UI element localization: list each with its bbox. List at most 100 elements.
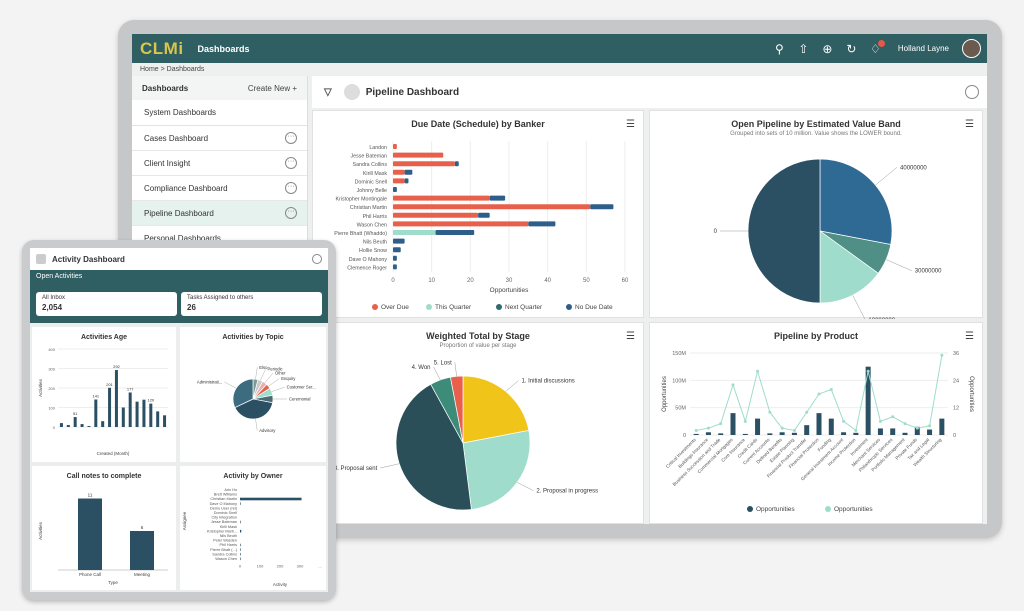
- axis-label: Activity: [273, 582, 288, 587]
- menu-icon[interactable]: ☰: [965, 119, 974, 130]
- sidebar-item-client-insight[interactable]: Client Insight ···: [132, 151, 307, 176]
- tile-tasks-assigned[interactable]: Tasks Assigned to others 26: [181, 292, 322, 316]
- slice-label: 3. Proposal sent: [334, 466, 378, 472]
- more-options-icon[interactable]: [312, 254, 322, 264]
- bar: [914, 426, 920, 435]
- chart-title: Activities Age: [80, 334, 128, 341]
- owner-label: Brett Williams: [214, 493, 237, 497]
- bar: [435, 230, 475, 235]
- menu-icon[interactable]: ☰: [626, 119, 635, 130]
- tile-label: All Inbox: [42, 295, 66, 301]
- banker-label: Kirill Mask: [363, 171, 387, 177]
- bar: [108, 387, 112, 427]
- banker-label: Landon: [369, 145, 387, 151]
- bell-icon[interactable]: ♢: [868, 39, 885, 56]
- line-point: [756, 369, 760, 373]
- leader-line: [885, 259, 912, 271]
- slice-label: Other: [275, 371, 286, 376]
- user-name[interactable]: Holland Layne: [897, 44, 949, 53]
- search-icon[interactable]: ⚲: [774, 41, 784, 56]
- upload-icon[interactable]: ⇧: [798, 41, 809, 56]
- line-point: [940, 353, 944, 357]
- bar: [877, 428, 883, 435]
- more-options-icon[interactable]: [965, 85, 979, 99]
- more-options-icon[interactable]: ···: [285, 132, 297, 144]
- tick-label: 200: [48, 386, 55, 391]
- tick-label: 24: [953, 378, 959, 384]
- leader-line: [517, 482, 534, 491]
- bar: [135, 401, 139, 427]
- bar: [489, 195, 506, 201]
- bar: [828, 418, 834, 435]
- bar: [87, 426, 91, 427]
- bar: [393, 221, 529, 227]
- app-logo[interactable]: CLMi: [140, 38, 184, 58]
- data-label: 120: [147, 398, 154, 403]
- bar: [779, 432, 785, 435]
- app-screen: CLMi Dashboards ⚲ ⇧ ⊕ ↻ ♢ Holland Layne …: [132, 34, 987, 524]
- slice-label: 2. Proposal in progress: [536, 489, 598, 495]
- sidebar-item-compliance[interactable]: Compliance Dashboard ···: [132, 176, 307, 201]
- tick-label: 20: [467, 278, 474, 284]
- dashboard-icon: [36, 254, 46, 264]
- tick-label: 12: [953, 406, 959, 412]
- avatar[interactable]: [962, 39, 981, 58]
- chart-title: Activity by Owner: [223, 473, 283, 480]
- bar: [393, 264, 397, 270]
- breadcrumb[interactable]: Home > Dashboards: [140, 66, 205, 73]
- plus-circle-icon[interactable]: ⊕: [822, 41, 833, 56]
- bar: [240, 497, 302, 501]
- owner-label: Kristopher Marti...: [207, 529, 237, 533]
- activities-age-chart: 0 100 200 300 400 Activities 51 141 201 292 177 120…: [38, 347, 168, 456]
- data-label: 51: [73, 411, 78, 416]
- sidebar-item-pipeline[interactable]: Pipeline Dashboard ···: [132, 201, 307, 226]
- legend-label: Opportunities: [756, 506, 795, 513]
- leader-line: [224, 381, 237, 389]
- menu-icon[interactable]: ☰: [626, 331, 635, 342]
- chart-title: Call notes to complete: [66, 473, 142, 480]
- banker-label: Kristopher Montingale: [335, 197, 387, 203]
- banker-label: Sandra Collins: [353, 162, 388, 168]
- slice-label: 10000000: [868, 318, 895, 319]
- more-options-icon[interactable]: ···: [285, 207, 297, 219]
- banker-label: Jesse Bateman: [350, 154, 387, 160]
- tile-value: 2,054: [42, 303, 63, 312]
- leader-line: [454, 362, 457, 377]
- bar: [902, 432, 908, 435]
- tile-row: All Inbox 2,054 Tasks Assigned to others 2…: [30, 290, 328, 323]
- bar: [130, 531, 154, 570]
- filter-icon[interactable]: ▽: [324, 86, 332, 98]
- slice-label: Elso: [259, 365, 268, 370]
- bar: [156, 411, 160, 427]
- tick-label: 10: [428, 278, 435, 284]
- history-icon[interactable]: ↻: [846, 41, 857, 56]
- tile-all-inbox[interactable]: All Inbox 2,054: [36, 292, 177, 316]
- more-options-icon[interactable]: ···: [285, 182, 297, 194]
- chart-title: Open Pipeline by Estimated Value Band: [731, 119, 901, 129]
- line-point: [878, 419, 882, 423]
- stage-chart: 1. Initial discussions 2. Proposal in pro…: [334, 360, 598, 511]
- create-new-button[interactable]: Create New +: [247, 83, 297, 93]
- bar: [718, 433, 724, 435]
- owner-label: City Integration: [211, 516, 237, 520]
- bar: [59, 423, 63, 427]
- bar: [693, 433, 699, 435]
- tick-label: 60: [622, 278, 629, 284]
- owner-label: Demo User (rel): [210, 506, 238, 510]
- sidebar-header: Dashboards Create New +: [132, 76, 307, 100]
- open-activities-bar: Open Activities: [30, 270, 328, 290]
- more-options-icon[interactable]: ···: [285, 157, 297, 169]
- sidebar-item-label: Cases Dashboard: [144, 133, 209, 143]
- notification-badge: [877, 39, 885, 47]
- bar: [128, 392, 132, 427]
- bar: [73, 417, 77, 427]
- sidebar-item-cases[interactable]: Cases Dashboard ···: [132, 126, 307, 151]
- sidebar-group-system[interactable]: System Dashboards: [132, 100, 307, 126]
- line-point: [829, 387, 833, 391]
- legend-marker: [496, 304, 502, 310]
- menu-icon[interactable]: ☰: [965, 331, 974, 342]
- bar: [393, 247, 401, 253]
- sidebar-title: Dashboards: [142, 83, 189, 93]
- bar: [240, 552, 241, 556]
